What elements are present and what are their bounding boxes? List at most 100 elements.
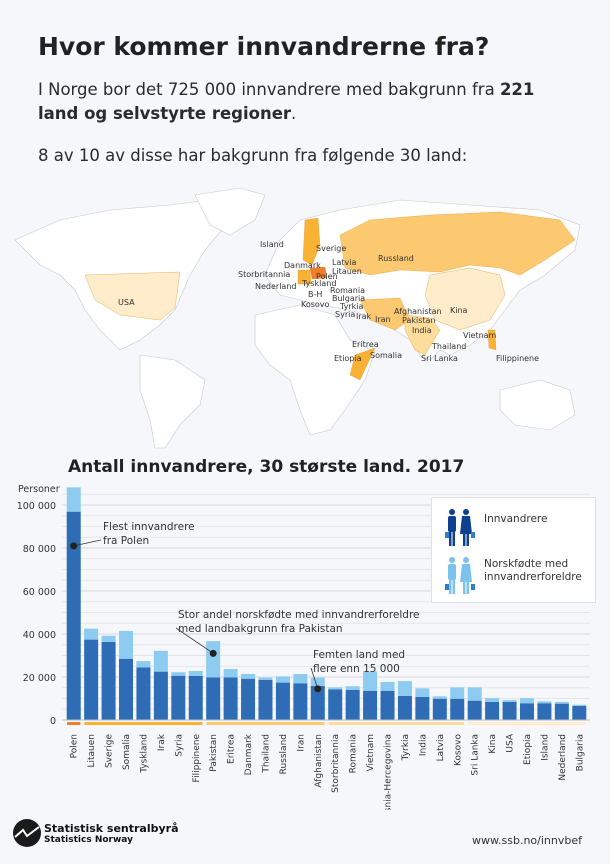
y-tick-label: 100 000: [17, 501, 56, 512]
annotation-leader: [73, 539, 102, 547]
bar-innvandrere: [258, 679, 273, 720]
bar-norskfodte: [345, 686, 360, 690]
map-label-eritrea: Eritrea: [352, 340, 379, 349]
bar-innvandrere: [66, 511, 81, 720]
bar-innvandrere: [241, 678, 256, 720]
x-tick-label: Etiopia: [523, 734, 533, 765]
bar-norskfodte: [223, 669, 238, 678]
x-tick-label: Nederland: [558, 734, 568, 781]
legend-label-norskfodte: Norskfødte med innvandrerforeldre: [484, 558, 582, 583]
x-tick-label: Kina: [488, 734, 498, 754]
ssb-logo-icon: [13, 819, 41, 847]
map-label-danmark: Danmark: [284, 261, 321, 270]
x-tick-label: Afghanistan: [314, 734, 324, 788]
chart-section: Antall innvandrere, 30 største land. 201…: [0, 450, 610, 814]
x-tick-label: India: [418, 734, 428, 756]
bar-innvandrere: [328, 689, 343, 720]
bar-innvandrere: [171, 675, 186, 720]
bar-innvandrere: [485, 701, 500, 720]
map-label-latvia: Latvia: [332, 258, 357, 267]
header: Hvor kommer innvandrerne fra? I Norge bo…: [0, 0, 610, 180]
bar-norskfodte: [485, 698, 500, 702]
bar-innvandrere: [380, 690, 395, 720]
bar-innvandrere: [84, 639, 99, 720]
x-tick-label: Romania: [349, 734, 359, 773]
y-tick-label: 20 000: [23, 673, 56, 684]
bar-norskfodte: [450, 687, 465, 699]
bar-chart: Personer 0 20 000 40 000 60 000 80 000 100 000…: [17, 484, 590, 810]
group-underline: [84, 722, 203, 725]
map-label-storbritannia: Storbritannia: [238, 270, 291, 279]
x-tick-label: Island: [540, 734, 550, 761]
map-label-sri-lanka: Sri Lanka: [421, 354, 458, 363]
page-title: Hvor kommer innvandrerne fra?: [38, 32, 490, 61]
map-label-usa: USA: [118, 298, 135, 307]
bar-innvandrere: [537, 703, 552, 720]
group-underline: [328, 722, 464, 725]
bar-norskfodte: [519, 698, 534, 704]
y-tick-label: 60 000: [23, 587, 56, 598]
y-tick-label: 40 000: [23, 630, 56, 641]
org-name: Statistisk sentralbyrå: [44, 822, 179, 835]
world-map: Island Sverige Latvia Litauen Russland D…: [0, 180, 610, 450]
x-tick-label: Vietnam: [366, 734, 376, 772]
map-label-tyrkia: Tyrkia: [340, 302, 364, 311]
map-label-somalia: Somalia: [370, 351, 403, 360]
country-germany: [297, 269, 312, 285]
chart-title: Antall innvandrere, 30 største land. 201…: [68, 457, 465, 477]
bar-norskfodte: [171, 672, 186, 676]
bar-innvandrere: [188, 675, 203, 720]
annotation-text: med landbakgrunn fra Pakistan: [178, 623, 343, 635]
bar-innvandrere: [119, 658, 134, 720]
bar-innvandrere: [293, 683, 308, 720]
annotation-dot: [314, 685, 322, 693]
x-tick-label: Russland: [279, 734, 289, 774]
bar-norskfodte: [101, 635, 116, 642]
x-tick-label: Eritrea: [227, 734, 237, 764]
bar-norskfodte: [206, 641, 221, 678]
map-label-russland: Russland: [378, 254, 414, 263]
annotation-text: Femten land med: [313, 649, 405, 661]
map-label-kosovo: Kosovo: [301, 300, 330, 309]
y-axis-label: Personer: [18, 484, 60, 495]
bar-innvandrere: [275, 682, 290, 720]
bar-norskfodte: [153, 650, 168, 672]
bar-norskfodte: [328, 687, 343, 690]
country-russia: [339, 211, 576, 276]
map-label-afghanistan: Afghanistan: [394, 307, 442, 316]
x-tick-label: Sverige: [105, 734, 115, 768]
bar-innvandrere: [432, 698, 447, 720]
x-tick-label: Tyrkia: [401, 734, 411, 761]
annotation-text: flere enn 15 000: [313, 663, 400, 675]
x-tick-label: Polen: [70, 734, 80, 758]
x-tick-label: Syria: [174, 734, 184, 757]
bar-norskfodte: [537, 701, 552, 704]
country-somalia: [349, 347, 376, 381]
bar-norskfodte: [310, 677, 325, 686]
australia: [499, 379, 576, 431]
source-url[interactable]: www.ssb.no/innvbef: [472, 834, 582, 847]
greenland: [194, 187, 266, 236]
country-iran-region: [359, 297, 411, 331]
map-label-sverige: Sverige: [316, 244, 347, 253]
bar-innvandrere: [554, 703, 569, 720]
bar-innvandrere: [310, 685, 325, 720]
country-india: [404, 314, 441, 356]
map-label-irak: Irak: [356, 312, 372, 321]
subtitle: 8 av 10 av disse har bakgrunn fra følgen…: [38, 146, 468, 165]
map-label-nederland: Nederland: [255, 282, 297, 291]
map-label-filippinene: Filippinene: [496, 354, 540, 363]
bar-innvandrere: [519, 703, 534, 720]
country-china: [424, 267, 506, 331]
intro-suffix: .: [291, 104, 297, 123]
bar-innvandrere: [572, 705, 587, 720]
group-underline: [206, 722, 325, 725]
country-philippines: [487, 329, 497, 351]
bar-norskfodte: [380, 681, 395, 691]
x-tick-label: Tyskland: [139, 734, 149, 774]
map-label-bh: B-H: [308, 290, 323, 299]
y-tick-label: 0: [50, 716, 56, 727]
map-label-tyskland: Tyskland: [302, 279, 337, 288]
bar-norskfodte: [258, 677, 273, 680]
group-underline: [467, 722, 586, 725]
